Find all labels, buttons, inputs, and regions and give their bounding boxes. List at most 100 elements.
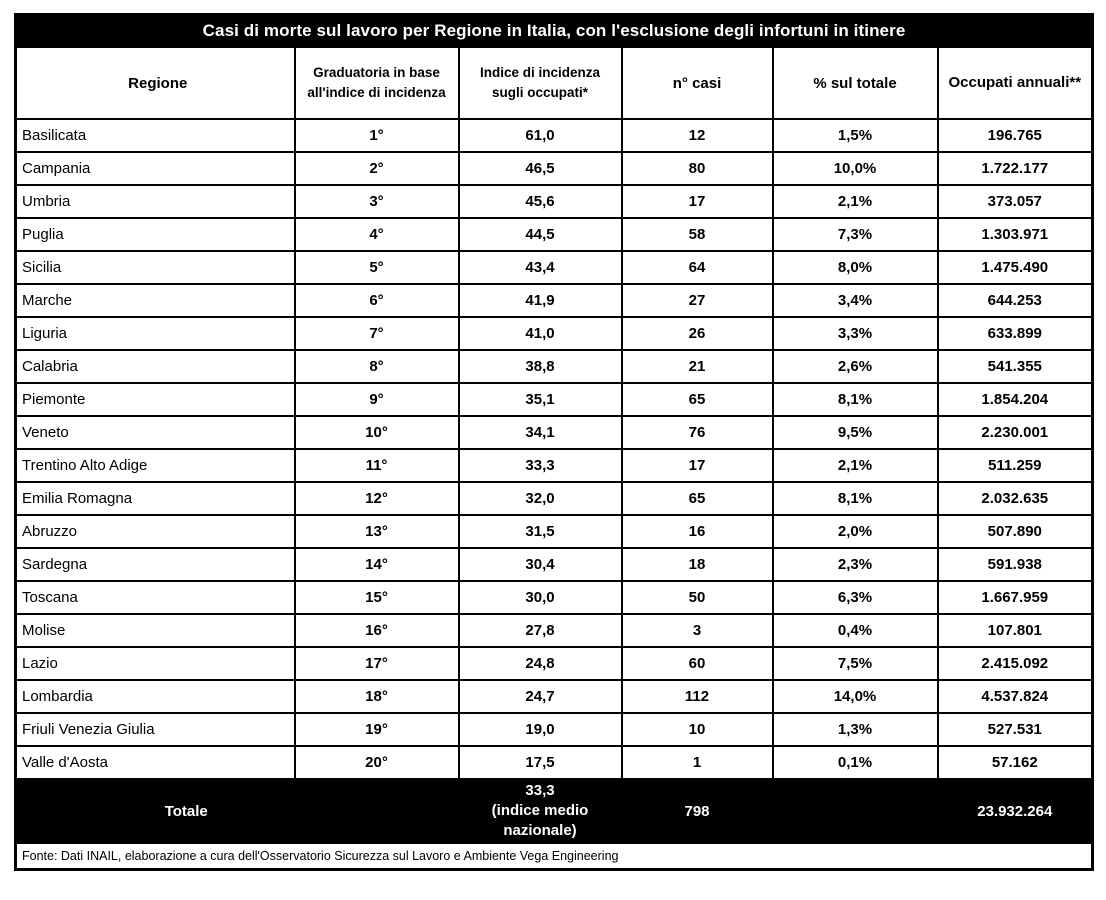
- cell-regione: Trentino Alto Adige: [14, 448, 296, 483]
- cell-indice: 30,0: [457, 580, 623, 615]
- cell-occupati: 57.162: [936, 745, 1094, 780]
- cell-casi: 64: [620, 250, 774, 285]
- cell-occupati: 527.531: [936, 712, 1094, 747]
- cell-regione: Sicilia: [14, 250, 296, 285]
- total-percentuale-empty: [771, 778, 939, 844]
- cell-regione: Puglia: [14, 217, 296, 252]
- cell-graduatoria: 16°: [293, 613, 460, 648]
- cell-indice: 24,8: [457, 646, 623, 681]
- cell-graduatoria: 18°: [293, 679, 460, 714]
- data-table: Casi di morte sul lavoro per Regione in …: [14, 13, 1095, 871]
- title-band: Casi di morte sul lavoro per Regione in …: [14, 13, 1094, 48]
- cell-graduatoria: 7°: [293, 316, 460, 351]
- cell-graduatoria: 4°: [293, 217, 460, 252]
- cell-casi: 21: [620, 349, 774, 384]
- cell-casi: 76: [620, 415, 774, 450]
- cell-percentuale: 2,1%: [771, 448, 939, 483]
- cell-graduatoria: 17°: [293, 646, 460, 681]
- cell-graduatoria: 3°: [293, 184, 460, 219]
- cell-percentuale: 2,3%: [771, 547, 939, 582]
- table-row: Piemonte 9° 35,1 65 8,1% 1.854.204: [14, 382, 1094, 417]
- cell-indice: 33,3: [457, 448, 623, 483]
- cell-percentuale: 2,6%: [771, 349, 939, 384]
- total-row: Totale 33,3 (indice medio nazionale) 798…: [14, 778, 1094, 844]
- table-row: Emilia Romagna 12° 32,0 65 8,1% 2.032.63…: [14, 481, 1094, 516]
- cell-percentuale: 7,3%: [771, 217, 939, 252]
- table-row: Valle d'Aosta 20° 17,5 1 0,1% 57.162: [14, 745, 1094, 780]
- cell-indice: 38,8: [457, 349, 623, 384]
- table-row: Umbria 3° 45,6 17 2,1% 373.057: [14, 184, 1094, 219]
- cell-casi: 12: [620, 118, 774, 153]
- cell-indice: 34,1: [457, 415, 623, 450]
- table-row: Campania 2° 46,5 80 10,0% 1.722.177: [14, 151, 1094, 186]
- cell-regione: Sardegna: [14, 547, 296, 582]
- cell-graduatoria: 5°: [293, 250, 460, 285]
- cell-occupati: 107.801: [936, 613, 1094, 648]
- cell-casi: 65: [620, 481, 774, 516]
- cell-percentuale: 2,0%: [771, 514, 939, 549]
- source-note: Fonte: Dati INAIL, elaborazione a cura d…: [14, 842, 1094, 871]
- cell-occupati: 2.415.092: [936, 646, 1094, 681]
- cell-occupati: 541.355: [936, 349, 1094, 384]
- column-header-indice: Indice di incidenza sugli occupati*: [457, 46, 623, 120]
- cell-occupati: 591.938: [936, 547, 1094, 582]
- cell-regione: Campania: [14, 151, 296, 186]
- cell-percentuale: 1,5%: [771, 118, 939, 153]
- cell-graduatoria: 13°: [293, 514, 460, 549]
- cell-casi: 27: [620, 283, 774, 318]
- cell-casi: 60: [620, 646, 774, 681]
- table-row: Sicilia 5° 43,4 64 8,0% 1.475.490: [14, 250, 1094, 285]
- cell-occupati: 1.722.177: [936, 151, 1094, 186]
- cell-percentuale: 0,4%: [771, 613, 939, 648]
- cell-percentuale: 3,4%: [771, 283, 939, 318]
- cell-regione: Calabria: [14, 349, 296, 384]
- cell-indice: 17,5: [457, 745, 623, 780]
- cell-occupati: 633.899: [936, 316, 1094, 351]
- cell-regione: Piemonte: [14, 382, 296, 417]
- cell-regione: Umbria: [14, 184, 296, 219]
- cell-occupati: 2.230.001: [936, 415, 1094, 450]
- cell-casi: 58: [620, 217, 774, 252]
- cell-occupati: 1.303.971: [936, 217, 1094, 252]
- table-row: Molise 16° 27,8 3 0,4% 107.801: [14, 613, 1094, 648]
- table-row: Lazio 17° 24,8 60 7,5% 2.415.092: [14, 646, 1094, 681]
- total-indice-value: 33,3: [525, 781, 555, 799]
- cell-casi: 16: [620, 514, 774, 549]
- cell-regione: Veneto: [14, 415, 296, 450]
- cell-regione: Lombardia: [14, 679, 296, 714]
- cell-casi: 112: [620, 679, 774, 714]
- column-header-row: Regione Graduatoria in base all'indice d…: [14, 46, 1094, 120]
- cell-percentuale: 14,0%: [771, 679, 939, 714]
- cell-percentuale: 1,3%: [771, 712, 939, 747]
- cell-graduatoria: 2°: [293, 151, 460, 186]
- cell-graduatoria: 14°: [293, 547, 460, 582]
- cell-percentuale: 8,1%: [771, 382, 939, 417]
- cell-occupati: 1.667.959: [936, 580, 1094, 615]
- column-header-percentuale: % sul totale: [771, 46, 939, 120]
- table-row: Friuli Venezia Giulia 19° 19,0 10 1,3% 5…: [14, 712, 1094, 747]
- cell-graduatoria: 11°: [293, 448, 460, 483]
- cell-regione: Friuli Venezia Giulia: [14, 712, 296, 747]
- cell-indice: 35,1: [457, 382, 623, 417]
- cell-percentuale: 0,1%: [771, 745, 939, 780]
- cell-occupati: 1.475.490: [936, 250, 1094, 285]
- cell-occupati: 644.253: [936, 283, 1094, 318]
- column-header-regione: Regione: [14, 46, 296, 120]
- cell-graduatoria: 1°: [293, 118, 460, 153]
- cell-indice: 27,8: [457, 613, 623, 648]
- column-header-occupati: Occupati annuali**: [936, 46, 1094, 120]
- total-casi: 798: [620, 778, 774, 844]
- total-indice-cell: 33,3 (indice medio nazionale): [457, 778, 623, 844]
- cell-casi: 65: [620, 382, 774, 417]
- total-graduatoria-empty: [293, 778, 460, 844]
- cell-indice: 46,5: [457, 151, 623, 186]
- cell-occupati: 511.259: [936, 448, 1094, 483]
- cell-casi: 10: [620, 712, 774, 747]
- cell-graduatoria: 6°: [293, 283, 460, 318]
- table-body: Basilicata 1° 61,0 12 1,5% 196.765 Campa…: [14, 118, 1094, 780]
- cell-occupati: 1.854.204: [936, 382, 1094, 417]
- cell-occupati: 4.537.824: [936, 679, 1094, 714]
- cell-percentuale: 8,1%: [771, 481, 939, 516]
- table-title: Casi di morte sul lavoro per Regione in …: [14, 13, 1094, 48]
- cell-casi: 80: [620, 151, 774, 186]
